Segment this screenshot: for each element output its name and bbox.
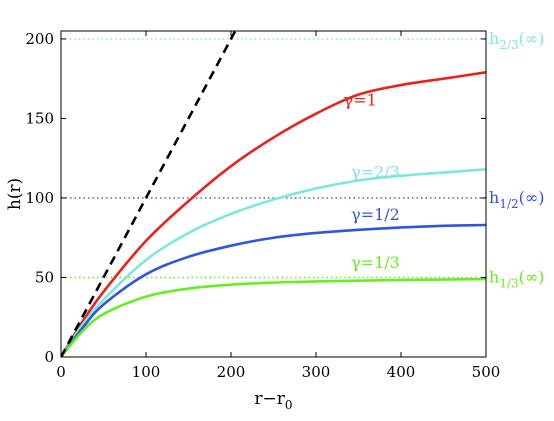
x-axis-label-sub: 0 xyxy=(285,398,293,412)
x-tick-label-4: 400 xyxy=(387,363,416,381)
annotation-label-0: γ=1 xyxy=(344,91,377,110)
x-axis-label-main: r−r xyxy=(254,389,285,409)
annotation-label-1: γ=2/3 xyxy=(351,162,400,181)
y-tick-label-1: 50 xyxy=(35,268,54,286)
series-line-4 xyxy=(61,31,237,357)
series-line-1 xyxy=(61,168,486,357)
annotation-label-2: γ=1/2 xyxy=(351,205,400,224)
reference-label-0: h2/3(∞) xyxy=(489,29,544,52)
series-line-0 xyxy=(61,71,486,357)
x-tick-label-2: 200 xyxy=(217,363,246,381)
series-group xyxy=(61,31,486,357)
x-tick-label-1: 100 xyxy=(132,363,161,381)
series-line-2 xyxy=(61,223,486,357)
y-tick-label-0: 0 xyxy=(44,348,54,366)
x-axis-label: r−r0 xyxy=(254,389,292,412)
x-tick-label-5: 500 xyxy=(472,363,501,381)
reference-label-main-1: h xyxy=(489,188,499,207)
series-line-3 xyxy=(61,277,486,357)
y-axis-label: h(r) xyxy=(5,178,25,210)
reference-label-sub-0: 2/3 xyxy=(499,38,518,52)
reference-label-sub-1: 1/2 xyxy=(499,197,518,211)
reference-label-tail-1: (∞) xyxy=(519,188,545,207)
y-tick-label-2: 100 xyxy=(25,189,54,207)
x-tick-label-3: 300 xyxy=(302,363,331,381)
reference-label-2: h1/3(∞) xyxy=(489,267,544,290)
reference-label-tail-2: (∞) xyxy=(519,267,545,286)
x-tick-label-0: 0 xyxy=(56,363,66,381)
y-tick-label-4: 200 xyxy=(25,30,54,48)
reference-label-1: h1/2(∞) xyxy=(489,188,544,211)
reference-label-sub-2: 1/3 xyxy=(499,276,518,290)
y-tick-label-3: 150 xyxy=(25,109,54,127)
reference-label-main-0: h xyxy=(489,29,499,48)
annotation-label-3: γ=1/3 xyxy=(351,253,400,272)
reference-label-tail-0: (∞) xyxy=(519,29,545,48)
reference-label-main-2: h xyxy=(489,267,499,286)
plot-frame xyxy=(60,30,487,358)
